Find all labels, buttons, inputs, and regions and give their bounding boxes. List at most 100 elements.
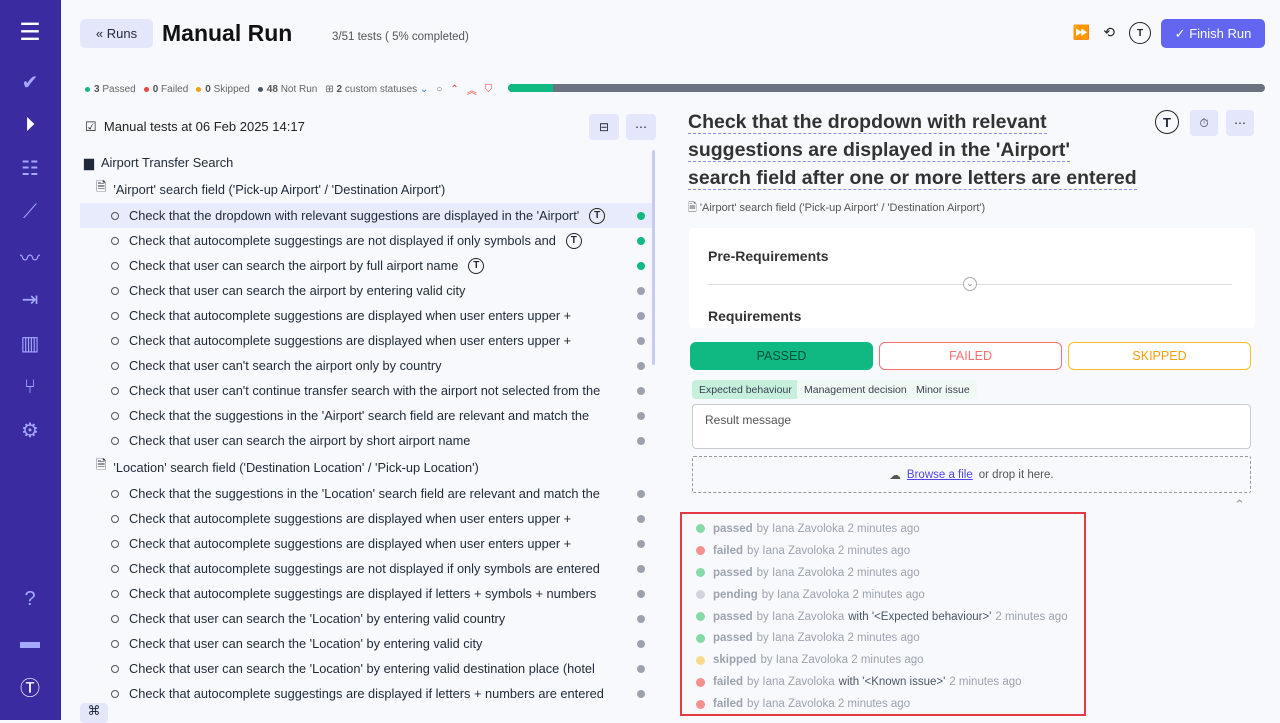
test-case-row[interactable]: Check that user can search the airport b… — [80, 278, 655, 303]
logo-icon[interactable]: Ⓣ — [20, 677, 40, 700]
test-case-row[interactable]: Check that autocomplete suggestions are … — [80, 506, 655, 531]
result-message-input[interactable]: Result message — [692, 404, 1251, 449]
select-circle[interactable] — [111, 386, 119, 395]
select-circle[interactable] — [111, 614, 119, 623]
import-icon[interactable]: ⇥ — [21, 288, 39, 311]
status-dot — [637, 361, 645, 370]
folder-icon[interactable]: ▬ — [20, 630, 40, 653]
custom-statuses-dropdown[interactable]: ⊞ 2 custom statuses ⌄ — [325, 84, 429, 95]
test-case-row[interactable]: Check that user can't continue transfer … — [80, 378, 655, 403]
status-dot — [637, 386, 645, 395]
select-circle[interactable] — [111, 236, 119, 245]
suite-row[interactable]: 🗎 'Location' search field ('Destination … — [80, 453, 655, 481]
branch-icon[interactable]: ⑂ — [24, 375, 36, 398]
tree-scrollbar[interactable] — [652, 150, 655, 365]
suite-name: 'Airport' search field ('Pick-up Airport… — [113, 181, 446, 197]
command-icon[interactable]: ⌘ — [80, 703, 108, 723]
assignee-avatar[interactable]: T — [1155, 110, 1179, 134]
folder-row[interactable]: ▆ Airport Transfer Search — [80, 150, 655, 175]
test-tree: ▆ Airport Transfer Search 🗎 'Airport' sea… — [80, 150, 655, 706]
pulse-icon[interactable]: 〰 — [20, 247, 40, 270]
list-check-icon[interactable]: ☷ — [21, 157, 39, 180]
file-dropzone[interactable]: ☁ Browse a file or drop it here. — [692, 456, 1251, 493]
select-circle[interactable] — [111, 564, 119, 573]
select-circle[interactable] — [111, 589, 119, 598]
test-case-row[interactable]: Check that autocomplete suggestings are … — [80, 581, 655, 606]
history-entry: passed by Iana Zavoloka 2 minutes ago — [696, 518, 1084, 540]
assignee-avatar: T — [589, 207, 606, 224]
select-circle[interactable] — [111, 689, 119, 698]
failed-button[interactable]: FAILED — [879, 342, 1062, 370]
tag-management-decision[interactable]: Management decision — [797, 380, 914, 399]
tree-view-button[interactable]: ⊟ — [589, 114, 619, 140]
steps-icon[interactable]: ⟋ — [23, 200, 37, 223]
fast-forward-icon[interactable]: ⏩ — [1072, 24, 1090, 40]
finish-run-button[interactable]: ✓ Finish Run — [1161, 19, 1265, 48]
runs-label: Runs — [106, 26, 138, 41]
browse-file-link[interactable]: Browse a file — [906, 468, 973, 481]
help-icon[interactable]: ? — [24, 587, 36, 610]
test-case-row[interactable]: Check that autocomplete suggestings are … — [80, 681, 655, 706]
select-circle[interactable] — [111, 311, 119, 320]
test-case-row[interactable]: Check that the suggestions in the 'Locat… — [80, 481, 655, 506]
test-case-row[interactable]: Check that autocomplete suggestions are … — [80, 328, 655, 353]
test-case-row[interactable]: Check that user can't search the airport… — [80, 353, 655, 378]
select-circle[interactable] — [111, 539, 119, 548]
passed-button[interactable]: PASSED — [690, 342, 873, 370]
tag-minor-issue[interactable]: Minor issue — [909, 380, 977, 399]
failed-count: 0 Failed — [143, 84, 188, 95]
test-case-title: Check that autocomplete suggestions are … — [129, 536, 572, 551]
suite-row[interactable]: 🗎 'Airport' search field ('Pick-up Airpo… — [80, 175, 655, 203]
chart-icon[interactable]: ▥ — [20, 332, 40, 355]
skipped-button[interactable]: SKIPPED — [1068, 342, 1251, 370]
menu-icon[interactable]: ☰ — [19, 18, 41, 46]
timer-reset-icon[interactable]: ⟲ — [1103, 24, 1115, 40]
select-circle[interactable] — [111, 286, 119, 295]
timer-icon[interactable]: ⏱ — [1190, 110, 1218, 136]
test-case-row[interactable]: Check that the suggestions in the 'Airpo… — [80, 403, 655, 428]
case-title: Check that the dropdown with relevant su… — [688, 111, 1137, 190]
expand-icon[interactable]: ⌄ — [963, 277, 977, 291]
select-circle[interactable] — [111, 336, 119, 345]
folder-icon: ▆ — [84, 154, 94, 170]
select-circle[interactable] — [111, 514, 119, 523]
select-circle[interactable] — [111, 261, 119, 270]
test-case-row[interactable]: Check that user can search the 'Location… — [80, 631, 655, 656]
test-case-row[interactable]: Check that user can search the 'Location… — [80, 656, 655, 681]
list-more-button[interactable]: ⋯ — [626, 114, 656, 140]
test-case-title: Check that autocomplete suggestions are … — [129, 333, 572, 348]
status-dot — [637, 311, 645, 320]
select-circle[interactable] — [111, 639, 119, 648]
test-case-row[interactable]: Check that autocomplete suggestions are … — [80, 303, 655, 328]
test-case-row[interactable]: Check that user can search the airport b… — [80, 253, 655, 278]
select-circle[interactable] — [111, 411, 119, 420]
status-history: passed by Iana Zavoloka 2 minutes ago fail… — [680, 512, 1086, 716]
select-circle[interactable] — [111, 436, 119, 445]
test-case-row[interactable]: Check that autocomplete suggestings are … — [80, 556, 655, 581]
test-case-row[interactable]: Check that user can search the 'Location… — [80, 606, 655, 631]
collapse-icon[interactable]: ⌃ — [1234, 497, 1245, 512]
test-case-title: Check that user can search the 'Location… — [129, 636, 483, 651]
select-circle[interactable] — [111, 664, 119, 673]
priority-high-icon[interactable]: ⌃ — [450, 84, 459, 95]
select-circle[interactable] — [111, 489, 119, 498]
test-case-row[interactable]: Check that user can search the airport b… — [80, 428, 655, 453]
assignee-avatar[interactable]: T — [1129, 22, 1151, 44]
bookmark-icon[interactable]: ⛉ — [484, 84, 493, 95]
test-case-row[interactable]: Check that autocomplete suggestions are … — [80, 531, 655, 556]
passed-status-icon — [696, 612, 705, 621]
select-circle[interactable] — [111, 211, 119, 220]
test-case-row[interactable]: Check that the dropdown with relevant su… — [80, 203, 655, 228]
tag-expected-behaviour[interactable]: Expected behaviour — [692, 380, 799, 399]
status-dot — [637, 589, 645, 598]
case-more-button[interactable]: ⋯ — [1226, 110, 1254, 136]
not-run-count: 48 Not Run — [257, 84, 317, 95]
gear-icon[interactable]: ⚙ — [21, 419, 39, 442]
select-circle[interactable] — [111, 361, 119, 370]
check-icon[interactable]: ✔ — [21, 71, 39, 94]
test-case-row[interactable]: Check that autocomplete suggestings are … — [80, 228, 655, 253]
runs-back-button[interactable]: « Runs — [80, 19, 153, 48]
play-icon[interactable]: ⏵ — [25, 113, 35, 136]
circle-filter-icon[interactable]: ○ — [436, 84, 443, 95]
priority-critical-icon[interactable]: ︽ — [466, 86, 477, 97]
